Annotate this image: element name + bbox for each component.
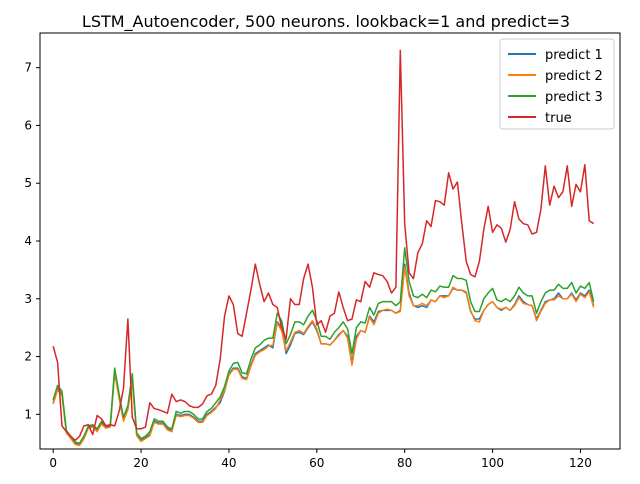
x-axis-ticks: 0 20 40 60 80 100 120 — [49, 449, 592, 470]
series-layer — [52, 49, 595, 447]
x-tick-label: 60 — [309, 456, 324, 470]
series-line-predict-2 — [52, 266, 595, 447]
x-tick-label: 20 — [133, 456, 148, 470]
y-axis-ticks: 1 2 3 4 5 6 7 — [24, 61, 40, 421]
x-tick-label: 80 — [397, 456, 412, 470]
x-tick-label: 120 — [569, 456, 592, 470]
x-tick-label: 100 — [481, 456, 504, 470]
y-tick-label: 7 — [24, 61, 32, 75]
series-line-predict-3 — [52, 247, 595, 444]
x-tick-label: 40 — [221, 456, 236, 470]
y-tick-label: 4 — [24, 234, 32, 248]
legend-label: predict 1 — [545, 48, 603, 63]
legend-label: true — [545, 111, 572, 126]
y-tick-label: 2 — [24, 350, 32, 364]
legend-box — [499, 38, 615, 130]
legend-label: predict 3 — [545, 90, 603, 105]
chart-title: LSTM_Autoencoder, 500 neurons. lookback=… — [82, 12, 570, 32]
y-tick-label: 3 — [24, 292, 32, 306]
x-tick-label: 0 — [49, 456, 57, 470]
y-tick-label: 1 — [24, 407, 32, 421]
series-line-true — [52, 49, 595, 442]
legend: predict 1 predict 2 predict 3 true — [499, 38, 615, 130]
legend-label: predict 2 — [545, 69, 603, 84]
y-tick-label: 5 — [24, 176, 32, 190]
y-tick-label: 6 — [24, 118, 32, 132]
